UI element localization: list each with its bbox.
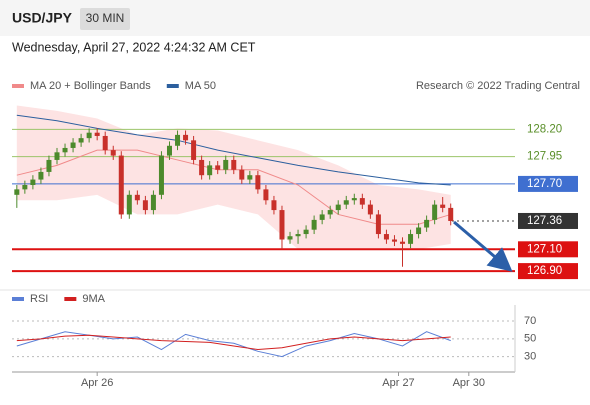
candle-body [327,210,333,215]
candle-body [207,165,213,176]
indicator-line [16,334,451,351]
x-tick-label: Apr 27 [382,377,414,389]
candle-body [70,142,76,148]
candle-body [367,204,373,215]
candle-body [30,179,36,186]
level-label-box [518,175,578,192]
candle-body [231,159,237,170]
candle-body [408,234,414,244]
y-tick-label: 30 [524,351,536,363]
candle-body [424,219,430,228]
candle-body [448,207,454,221]
legend-swatch [12,297,24,301]
x-tick-label: Apr 30 [453,377,485,389]
level-label: 127.36 [527,215,562,227]
candle-body [416,227,422,235]
forecast-arrow [453,220,513,272]
candle-body [94,132,100,136]
legend-swatch [64,297,77,301]
x-tick-label: Apr 26 [81,377,113,389]
candle-body [295,234,301,237]
candle-body [102,135,108,151]
candle-body [150,194,156,211]
level-label: 127.95 [527,151,562,163]
level-label-box [518,212,578,229]
candle-body [118,155,124,215]
ma-line [16,114,451,186]
candle-body [38,171,44,180]
level-label-box [518,241,578,258]
candle-body [14,189,20,195]
candle-body [134,194,140,201]
level-label: 127.10 [527,243,562,255]
candle-body [383,234,389,240]
interval-badge [80,8,130,30]
timestamp: Wednesday, April 27, 2022 4:24:32 AM CET [12,40,256,54]
candle-body [311,219,317,230]
level-label: 127.70 [527,178,562,190]
candle-body [110,150,116,156]
candle-body [247,175,253,180]
candle-body [191,140,197,160]
candle-body [319,214,325,220]
candle-body [279,210,285,240]
legend-label: 9MA [82,293,105,305]
y-tick-label: 50 [524,333,536,345]
level-label-box [518,263,578,280]
legend-label: MA 20 + Bollinger Bands [30,80,151,92]
symbol: USD/JPY [12,10,73,26]
candle-body [303,229,309,235]
candle-body [86,132,92,139]
candle-body [375,214,381,235]
candle-body [126,194,132,215]
candle-body [432,204,438,220]
candle-body [183,134,189,141]
candle-body [199,159,205,176]
candle-body [351,198,357,201]
candle-body [158,155,164,195]
level-label: 126.90 [527,265,562,277]
candle-body [359,198,365,205]
legend-swatch [166,84,179,88]
candle-body [175,134,181,146]
legend-swatch [12,84,24,88]
candle-body [287,236,293,240]
bollinger-band [16,105,451,250]
level-label: 128.20 [527,123,562,135]
candle-body [263,189,269,201]
candle-body [54,152,60,160]
candle-body [391,239,397,242]
candle-body [223,159,229,170]
candle-body [62,147,68,153]
candle-body [335,204,341,211]
candle-body [78,138,84,143]
legend-label: RSI [30,293,48,305]
candle-body [440,204,446,208]
candle-body [166,145,172,156]
candle-body [239,169,245,180]
ma-line [16,149,451,225]
candle-body [215,165,221,170]
candle-body [400,241,406,244]
legend-label: MA 50 [185,80,216,92]
candle-body [343,200,349,205]
interval: 30 MIN [86,11,125,25]
candle-body [142,200,148,211]
candle-body [271,200,277,211]
credit: Research © 2022 Trading Central [416,80,580,92]
candle-body [22,185,28,190]
candle-body [46,159,52,172]
candle-body [255,175,261,190]
y-tick-label: 70 [524,315,536,327]
